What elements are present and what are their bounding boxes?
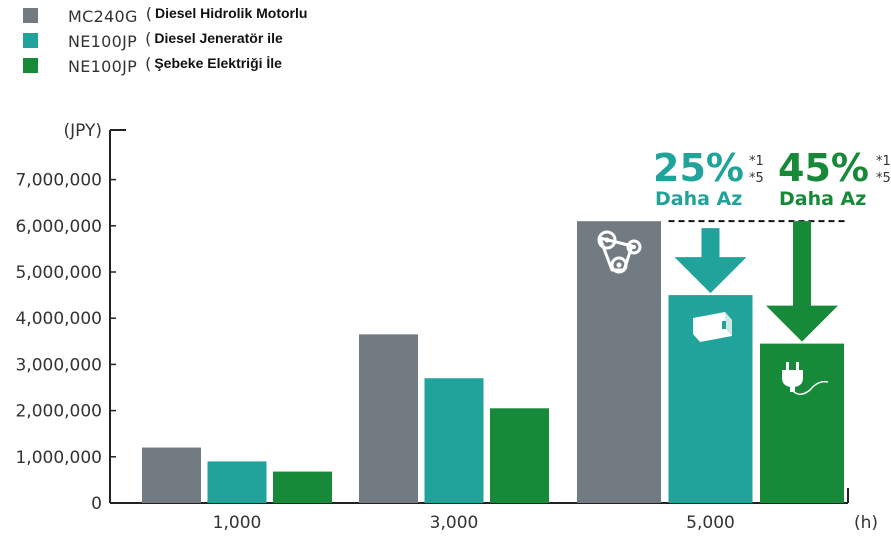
legend-desc: Diesel Hidrolik Motorlu: [154, 5, 308, 21]
legend-item: NE100JP ( Diesel Jeneratör ile: [23, 29, 307, 54]
y-tick-label: 4,000,000: [15, 309, 102, 329]
footnote-ref: *5: [876, 171, 891, 186]
x-tick-label: 1,000: [213, 513, 262, 533]
x-tick-label: 3,000: [430, 513, 479, 533]
legend-desc: Diesel Jeneratör ile: [154, 30, 283, 46]
bar: [760, 343, 844, 503]
legend: MC240G ( Diesel Hidrolik Motorlu NE100JP…: [23, 4, 307, 79]
legend-swatch: [23, 58, 38, 73]
bar: [490, 408, 549, 503]
y-tick-label: 0: [91, 494, 102, 514]
legend-swatch: [23, 8, 38, 23]
y-tick-label: 1,000,000: [15, 448, 102, 468]
reduction-label: Daha Az: [779, 188, 866, 210]
legend-code: NE100JP: [68, 32, 138, 51]
x-tick-label: 5,000: [686, 513, 735, 533]
legend-item: MC240G ( Diesel Hidrolik Motorlu: [23, 4, 307, 29]
y-tick-label: 6,000,000: [15, 217, 102, 237]
footnote-ref: *1: [876, 154, 891, 169]
generator-icon: [693, 312, 732, 342]
y-tick-label: 5,000,000: [15, 263, 102, 283]
reduction-label: Daha Az: [655, 188, 742, 210]
open-paren: (: [145, 4, 152, 23]
down-arrow-icon: [674, 228, 747, 294]
bar: [207, 461, 267, 503]
legend-code: NE100JP: [68, 57, 138, 76]
bar: [577, 221, 661, 503]
legend-code: MC240G: [68, 7, 138, 26]
legend-swatch: [23, 33, 38, 48]
down-arrow-icon: [766, 221, 838, 342]
legend-item: NE100JP ( Şebeke Elektriği İle: [23, 54, 307, 79]
bar: [273, 471, 332, 503]
legend-desc: Şebeke Elektriği İle: [154, 55, 282, 71]
bar: [359, 334, 418, 503]
electric-plug-icon: [782, 362, 829, 395]
footnote-ref: *1: [749, 154, 764, 169]
footnote-ref: *5: [749, 171, 764, 186]
bar: [142, 447, 201, 503]
reduction-percent: 45%: [778, 146, 869, 190]
reduction-percent: 25%: [653, 146, 744, 190]
belt-drive-icon: [597, 230, 642, 274]
x-axis-label: (h): [854, 513, 878, 533]
y-tick-label: 7,000,000: [15, 171, 102, 191]
open-paren: (: [145, 29, 152, 48]
bar: [424, 378, 484, 503]
y-tick-label: 3,000,000: [15, 355, 102, 375]
y-tick-label: 2,000,000: [15, 402, 102, 422]
y-axis-label: (JPY): [63, 121, 102, 141]
open-paren: (: [145, 54, 152, 73]
